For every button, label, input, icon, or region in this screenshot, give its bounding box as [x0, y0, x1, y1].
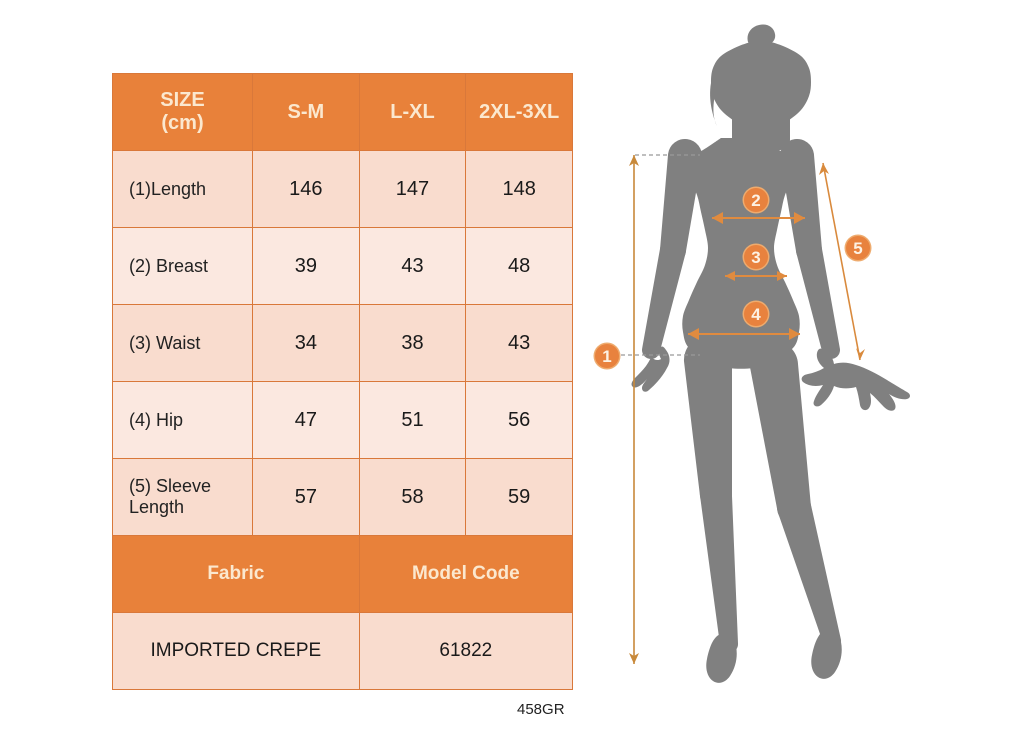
- svg-text:3: 3: [751, 248, 760, 267]
- svg-text:2: 2: [751, 191, 760, 210]
- svg-text:4: 4: [751, 305, 761, 324]
- svg-text:5: 5: [853, 239, 862, 258]
- svg-text:1: 1: [602, 347, 611, 366]
